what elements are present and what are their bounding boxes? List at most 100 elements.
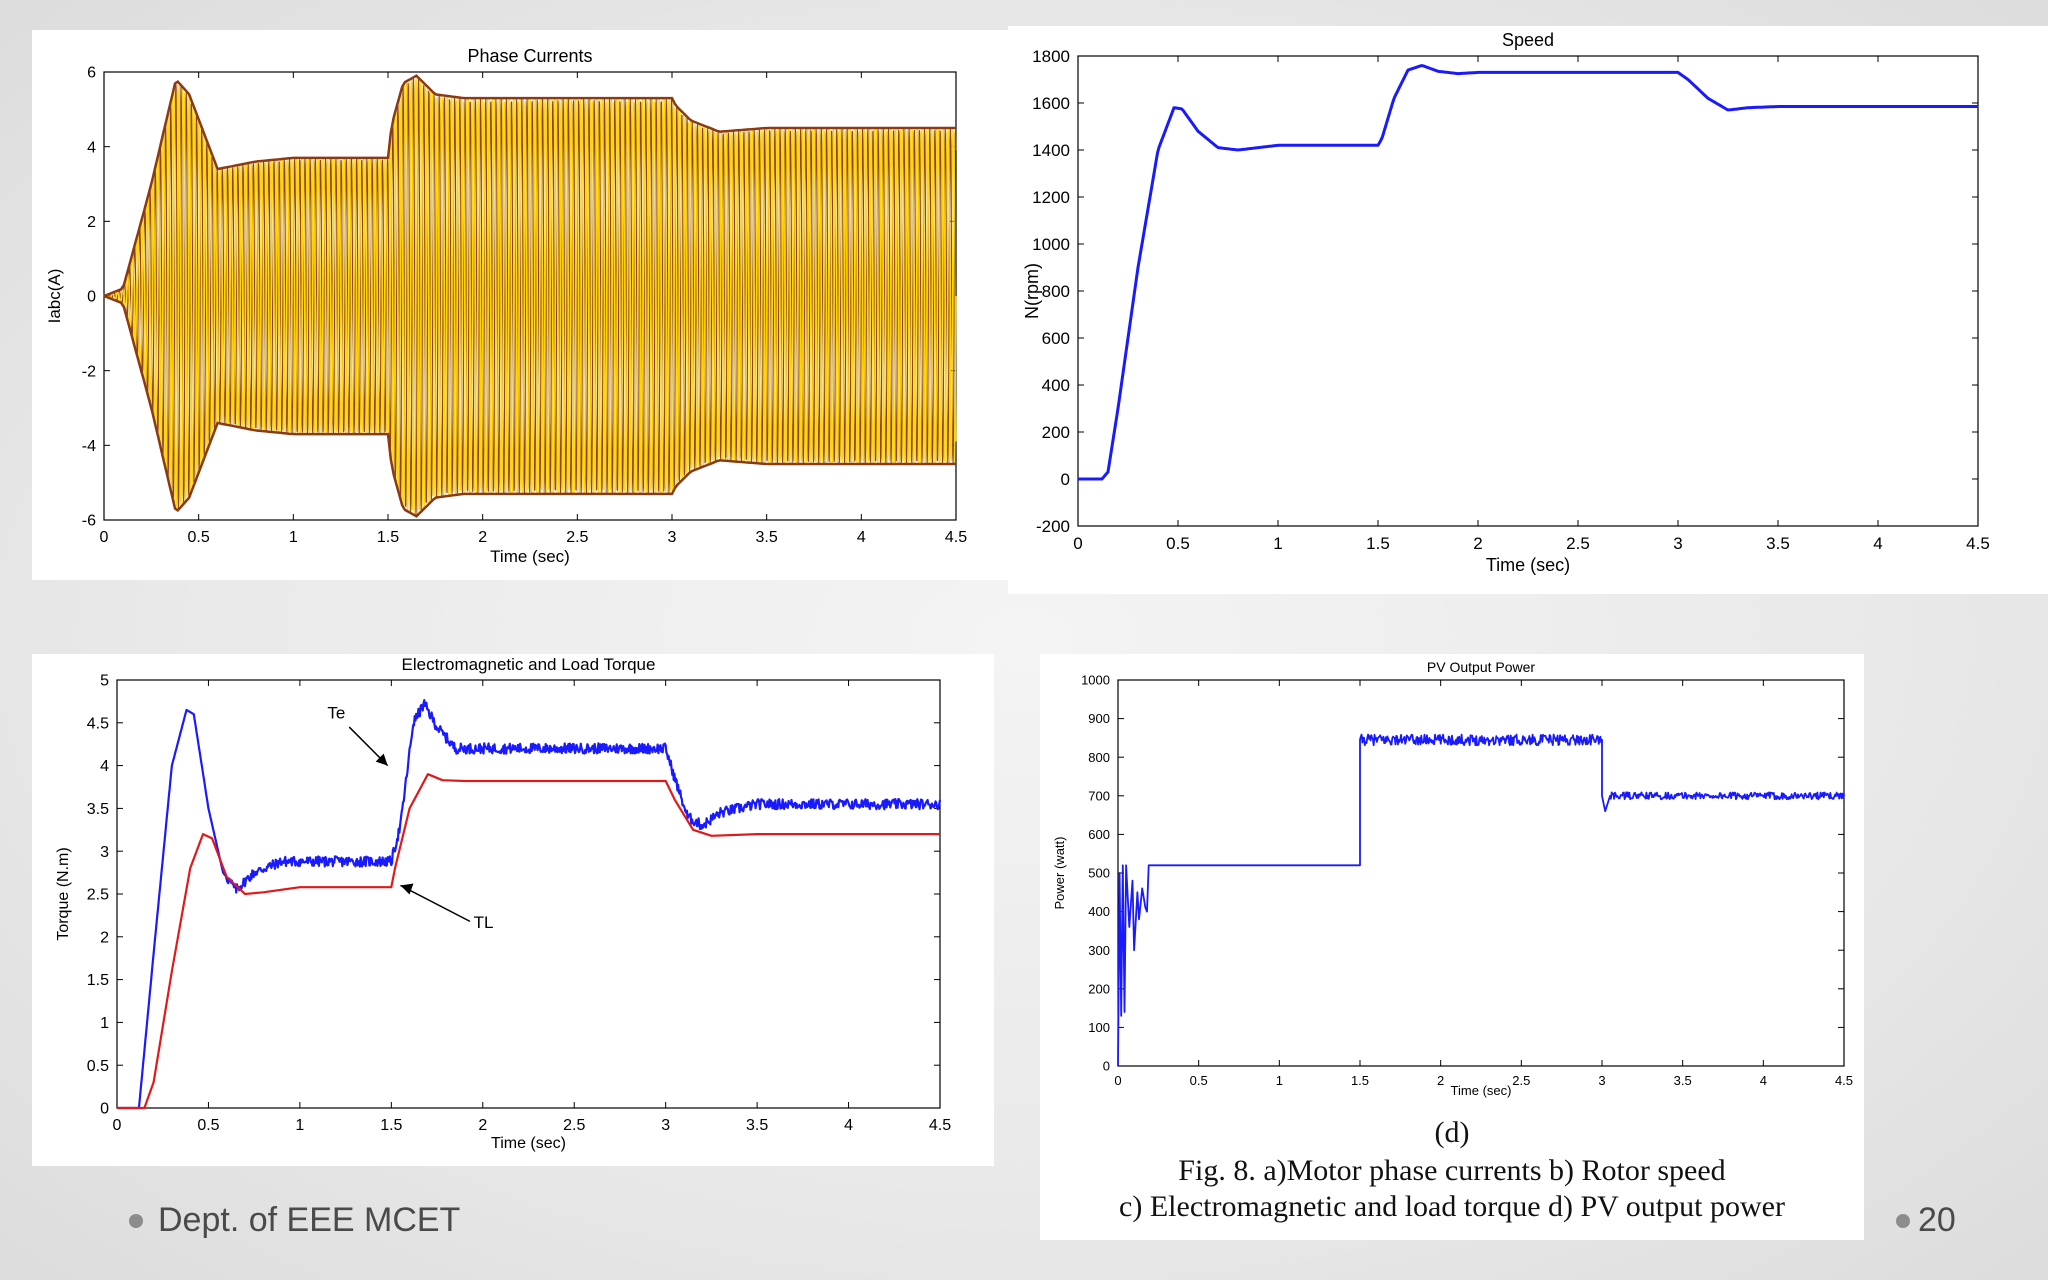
plot-frame bbox=[1077, 55, 1979, 527]
speed-line bbox=[1078, 64, 1978, 481]
x-tick-label: 3.5 bbox=[1766, 534, 1790, 553]
y-tick-label: -6 bbox=[82, 513, 96, 530]
x-tick-label: 4.5 bbox=[1835, 1073, 1853, 1088]
y-axis-label: Iabc(A) bbox=[45, 269, 64, 324]
y-tick-label: 3.5 bbox=[87, 801, 109, 818]
sub-figure-label: (d) bbox=[1434, 1116, 1470, 1149]
x-axis-label: Time (sec) bbox=[1451, 1083, 1512, 1098]
x-tick-label: 0 bbox=[1073, 534, 1082, 553]
y-axis-label: Torque (N.m) bbox=[55, 847, 72, 940]
footer-department: Dept. of EEE MCET bbox=[158, 1201, 461, 1239]
x-tick-label: 3.5 bbox=[746, 1117, 768, 1134]
phase-currents-chart: Phase Currents 0 0.5 1 1.5 2 2.5 3 3.5 4 4.5 -6 -4 -2… bbox=[32, 30, 1008, 580]
pv-power-line bbox=[1117, 733, 1845, 1067]
x-tick-label: 1 bbox=[295, 1117, 304, 1134]
y-tick-label: 0 bbox=[87, 289, 96, 306]
y-tick-label: 600 bbox=[1042, 329, 1070, 348]
x-tick-label: 2 bbox=[1473, 534, 1482, 553]
x-tick-label: 4.5 bbox=[945, 529, 967, 546]
x-tick-label: 1 bbox=[1273, 534, 1282, 553]
x-tick-label: 0.5 bbox=[188, 529, 210, 546]
pv-power-plot: PV Output Power 0 0.5 1 1.5 2 2.5 3 3.5 4 4.5 0 100 2… bbox=[1052, 659, 1853, 1098]
y-tick-label: 0 bbox=[1061, 470, 1070, 489]
tl-annotation-label: TL bbox=[474, 913, 494, 932]
x-tick-label: 0.5 bbox=[197, 1117, 219, 1134]
x-tick-label: 4 bbox=[1873, 534, 1882, 553]
chart-title: Phase Currents bbox=[467, 46, 592, 66]
te-torque-line bbox=[116, 698, 942, 1110]
y-tick-label: 600 bbox=[1088, 827, 1110, 842]
x-tick-label: 4.5 bbox=[1966, 534, 1990, 553]
x-axis-label: Time (sec) bbox=[490, 547, 570, 566]
chart-title: PV Output Power bbox=[1427, 659, 1536, 675]
x-tick-label: 1.5 bbox=[380, 1117, 402, 1134]
y-tick-label: 100 bbox=[1088, 1020, 1110, 1035]
y-tick-label: 0.5 bbox=[87, 1058, 109, 1075]
phase-b-current-line bbox=[103, 77, 957, 517]
y-tick-label: 900 bbox=[1088, 711, 1110, 726]
y-tick-label: 5 bbox=[100, 673, 109, 690]
x-tick-label: 3 bbox=[1598, 1073, 1605, 1088]
y-tick-label: 1600 bbox=[1032, 94, 1070, 113]
x-tick-label: 1 bbox=[1276, 1073, 1283, 1088]
y-tick-label: 2 bbox=[100, 929, 109, 946]
x-tick-label: 4 bbox=[857, 529, 866, 546]
y-tick-label: 0 bbox=[100, 1101, 109, 1118]
y-tick-label: 800 bbox=[1088, 750, 1110, 765]
x-tick-label: 4.5 bbox=[929, 1117, 951, 1134]
x-tick-label: 3 bbox=[661, 1117, 670, 1134]
y-tick-label: 1.5 bbox=[87, 972, 109, 989]
te-annotation-label: Te bbox=[327, 704, 345, 723]
x-tick-label: 0 bbox=[113, 1117, 122, 1134]
te-arrow-head-icon bbox=[375, 753, 388, 766]
y-tick-label: 300 bbox=[1088, 943, 1110, 958]
torque-chart: Electromagnetic and Load Torque 0 0.5 1 1.5 2… bbox=[32, 654, 994, 1166]
footer-bullet-icon bbox=[129, 1214, 143, 1228]
page-number-bullet-icon bbox=[1896, 1214, 1910, 1228]
y-tick-label: -2 bbox=[82, 363, 96, 380]
y-tick-label: 1000 bbox=[1081, 673, 1110, 688]
x-tick-label: 2.5 bbox=[1512, 1073, 1530, 1088]
pv-power-chart: PV Output Power 0 0.5 1 1.5 2 2.5 3 3.5 4 4.5 0 100 2… bbox=[1040, 654, 1864, 1240]
page-number: 20 bbox=[1918, 1201, 1956, 1239]
lower-envelope-line bbox=[103, 294, 956, 518]
y-tick-label: 1200 bbox=[1032, 188, 1070, 207]
y-tick-label: 400 bbox=[1042, 376, 1070, 395]
figure-caption-line-1: Fig. 8. a)Motor phase currents b) Rotor … bbox=[1178, 1154, 1726, 1187]
upper-envelope-line bbox=[103, 74, 956, 298]
x-tick-label: 3.5 bbox=[756, 529, 778, 546]
phase-c-current-line bbox=[103, 78, 957, 515]
x-axis-label: Time (sec) bbox=[491, 1135, 566, 1152]
phase-currents-plot: Phase Currents 0 0.5 1 1.5 2 2.5 3 3.5 4 4.5 -6 -4 -2… bbox=[45, 46, 967, 566]
speed-chart: Speed 0 0.5 1 1.5 2 2.5 3 3.5 4 4.5 -200 0 200 400 600 8… bbox=[1008, 26, 2048, 594]
tl-torque-line bbox=[117, 773, 940, 1110]
x-axis-label: Time (sec) bbox=[1486, 555, 1570, 575]
torque-plot: Electromagnetic and Load Torque 0 0.5 1 1.5 2… bbox=[55, 655, 951, 1152]
y-tick-label: 800 bbox=[1042, 282, 1070, 301]
y-tick-label: 2 bbox=[87, 214, 96, 231]
x-tick-label: 2.5 bbox=[566, 529, 588, 546]
y-tick-label: 2.5 bbox=[87, 887, 109, 904]
y-tick-label: 1 bbox=[100, 1015, 109, 1032]
phase-a-current-line bbox=[103, 79, 957, 514]
x-tick-label: 2 bbox=[478, 1117, 487, 1134]
y-tick-label: 0 bbox=[1103, 1059, 1110, 1074]
y-tick-label: 200 bbox=[1088, 981, 1110, 996]
figure-caption-line-2: c) Electromagnetic and load torque d) PV… bbox=[1119, 1190, 1785, 1223]
y-tick-label: -200 bbox=[1036, 517, 1070, 536]
tl-arrow-head-icon bbox=[400, 883, 414, 895]
y-tick-label: 4 bbox=[87, 139, 96, 156]
chart-title: Electromagnetic and Load Torque bbox=[402, 655, 656, 674]
x-tick-label: 0 bbox=[1114, 1073, 1121, 1088]
y-tick-label: 6 bbox=[87, 65, 96, 82]
x-tick-label: 0.5 bbox=[1190, 1073, 1208, 1088]
x-tick-label: 1.5 bbox=[377, 529, 399, 546]
x-tick-label: 4 bbox=[844, 1117, 853, 1134]
x-tick-label: 2 bbox=[1437, 1073, 1444, 1088]
x-tick-label: 0 bbox=[100, 529, 109, 546]
x-tick-label: 3.5 bbox=[1674, 1073, 1692, 1088]
x-tick-label: 0.5 bbox=[1166, 534, 1190, 553]
y-tick-label: 1800 bbox=[1032, 47, 1070, 66]
chart-title: Speed bbox=[1502, 30, 1554, 50]
